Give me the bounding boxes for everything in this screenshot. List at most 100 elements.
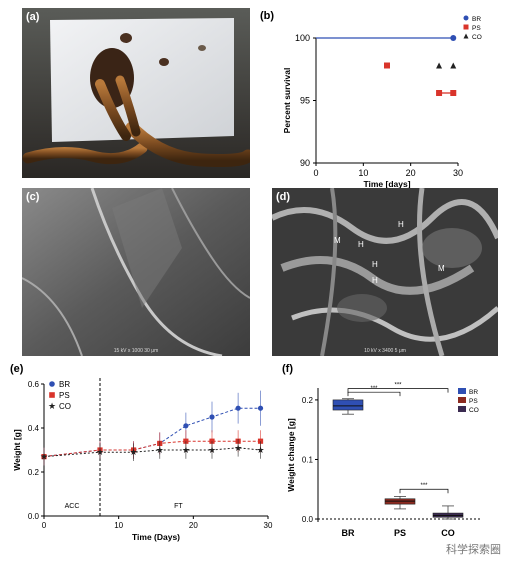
data-point-br — [235, 405, 241, 411]
data-point-ps — [450, 90, 457, 96]
y-tick-label: 0.2 — [28, 468, 40, 477]
sem-c-caption: 15 kV x 1000 30 μm — [113, 348, 159, 354]
legend-label-ps: PS — [472, 25, 481, 32]
legend-swatch-co — [458, 406, 466, 412]
significance-bracket — [347, 388, 449, 393]
y-tick-label: 0.0 — [302, 515, 314, 524]
significance-label: *** — [420, 483, 428, 489]
data-point-co: ★ — [182, 445, 190, 455]
data-point-ps — [384, 62, 390, 69]
y-tick-label: 0.2 — [302, 396, 314, 405]
legend-marker-br — [463, 15, 469, 21]
weight-change-chart: 0.0 0.1 0.2 Weight change [g] BR PS CO *** *** **… — [286, 383, 480, 538]
panel-label-f: (f) — [282, 363, 293, 375]
panel-label-e: (e) — [10, 363, 24, 375]
survival-chart: 90 95 100 0 10 20 30 Time [days] Percent surviva… — [282, 15, 482, 188]
data-point-ps — [436, 90, 443, 96]
legend-label-ps: PS — [59, 391, 70, 400]
x-tick-label: 0 — [42, 521, 47, 530]
data-point-co: ★ — [234, 443, 242, 453]
y-tick-label: 100 — [295, 33, 310, 43]
sem-marker-h2: H — [398, 220, 404, 229]
x-tick-label: 10 — [358, 168, 368, 178]
sem-image-smooth-foam — [22, 188, 250, 356]
sem-marker-h1: H — [358, 240, 364, 249]
data-point-co: ★ — [256, 445, 264, 455]
y-axis-title: Percent survival — [282, 68, 292, 134]
legend-label-co: CO — [59, 402, 71, 411]
significance-label: *** — [370, 386, 378, 392]
x-tick-label: PS — [394, 528, 406, 538]
phase-label-ft: FT — [174, 503, 183, 510]
chart-panel-f: (f) 0.0 0.1 0.2 Weight change [g] BR PS CO *** *… — [280, 362, 502, 558]
x-tick-label: CO — [441, 528, 455, 538]
watermark: 科学探索圈 — [446, 543, 501, 556]
sem-marker-m2: M — [438, 264, 445, 273]
x-tick-label: 30 — [453, 168, 463, 178]
data-point-co: ★ — [96, 447, 104, 457]
data-point-co: ★ — [40, 452, 48, 462]
sem-panel-d: (d) M H H H H M 10 kV x 3400 5 μm — [272, 188, 498, 356]
x-tick-label: 10 — [114, 521, 123, 530]
x-tick-label: 0 — [313, 168, 318, 178]
chart-panel-b: (b) 90 95 100 0 10 20 30 Time [days] Percent sur… — [258, 8, 498, 188]
photo-foam-larvae — [22, 8, 250, 178]
y-tick-label: 0.6 — [28, 380, 40, 389]
x-tick-label: BR — [342, 528, 355, 538]
legend-swatch-ps — [458, 397, 466, 403]
data-point-br — [183, 423, 189, 429]
x-tick-label: 20 — [189, 521, 198, 530]
photo-panel-a: (a) — [22, 8, 250, 178]
chart-panel-e: (e) 0.0 0.2 0.4 0.6 0 10 20 30 Time (Days) Weight… — [8, 362, 276, 558]
series-line-ps — [43, 440, 261, 458]
significance-bracket — [399, 488, 449, 494]
y-tick-label: 95 — [300, 96, 310, 106]
legend-label-ps: PS — [469, 398, 478, 405]
data-point-co: ★ — [130, 447, 138, 457]
panel-label-b: (b) — [260, 10, 275, 22]
legend-marker-co: ★ — [48, 401, 56, 411]
x-tick-label: 20 — [406, 168, 416, 178]
legend-swatch-br — [458, 388, 466, 394]
data-point-br — [450, 35, 457, 41]
legend-label-br: BR — [472, 16, 481, 23]
weight-chart: 0.0 0.2 0.4 0.6 0 10 20 30 Time (Days) Weight [g]… — [12, 378, 273, 542]
sem-marker-m1: M — [334, 236, 341, 245]
y-axis-title: Weight change [g] — [286, 418, 296, 492]
significance-label: *** — [394, 383, 402, 389]
legend-marker-co — [463, 33, 469, 39]
legend-label-co: CO — [469, 407, 479, 414]
data-point-co: ★ — [208, 445, 216, 455]
significance-bracket — [347, 391, 401, 397]
sem-marker-h4: H — [372, 276, 378, 285]
sem-panel-c: (c) 15 kV x 1000 30 μm — [22, 188, 250, 356]
y-tick-label: 0.4 — [28, 424, 40, 433]
box-br — [332, 399, 364, 411]
series-line-br — [43, 407, 261, 458]
series-line-co — [43, 447, 261, 458]
legend-label-co: CO — [472, 34, 482, 41]
sem-marker-h3: H — [372, 260, 378, 269]
legend-label-br: BR — [469, 389, 478, 396]
panel-label-c: (c) — [26, 191, 40, 203]
panel-label-d: (d) — [276, 191, 291, 203]
data-point-co: ★ — [156, 445, 164, 455]
y-axis-title: Weight [g] — [12, 429, 22, 471]
legend-marker-ps — [463, 24, 469, 30]
x-tick-label: 30 — [264, 521, 273, 530]
legend-label-br: BR — [59, 380, 70, 389]
y-tick-label: 0.1 — [302, 455, 314, 464]
data-point-br — [209, 414, 215, 420]
legend-marker-ps — [49, 392, 55, 398]
x-axis-title: Time [days] — [363, 179, 410, 188]
y-tick-label: 0.0 — [28, 512, 40, 521]
sem-image-degraded-foam — [272, 188, 498, 356]
x-axis-title: Time (Days) — [132, 532, 180, 542]
legend-marker-br — [49, 381, 55, 387]
data-point-br — [257, 405, 264, 411]
data-point-co — [436, 62, 443, 69]
data-point-co — [450, 62, 457, 69]
phase-label-acc: ACC — [65, 503, 80, 510]
y-tick-label: 90 — [300, 158, 310, 168]
panel-label-a: (a) — [26, 11, 40, 23]
